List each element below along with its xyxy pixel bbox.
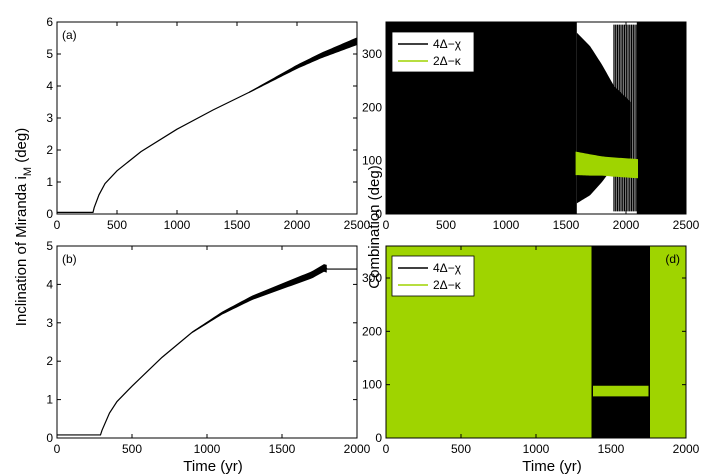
xtick-label-d-0: 0	[383, 442, 390, 456]
legend-label-d-0: 4Δ−χ	[433, 261, 462, 275]
inclination-line-a	[57, 40, 357, 213]
ytick-label-a-4: 4	[46, 79, 53, 93]
ytick-label-c-200: 200	[362, 100, 382, 114]
xtick-label-c-0: 0	[383, 218, 390, 232]
ytick-label-b-3: 3	[46, 316, 53, 330]
xtick-label-a-2500: 2500	[344, 218, 371, 232]
xtick-label-d-500: 500	[451, 442, 471, 456]
ytick-label-b-2: 2	[46, 354, 53, 368]
plot-area-b	[57, 264, 357, 436]
xtick-label-b-500: 500	[122, 442, 142, 456]
xlabel-left: Time (yr)	[183, 458, 242, 475]
green-libration-c-0	[575, 151, 638, 179]
ytick-label-a-0: 0	[46, 207, 53, 221]
xtick-label-b-1500: 1500	[269, 442, 296, 456]
panel-label-d: (d)	[665, 252, 680, 266]
inclination-band-a	[249, 37, 357, 94]
ytick-label-d-200: 200	[362, 324, 382, 338]
xtick-label-c-2500: 2500	[673, 218, 700, 232]
xtick-label-c-2000: 2000	[613, 218, 640, 232]
ytick-label-a-5: 5	[46, 47, 53, 61]
xtick-label-b-2000: 2000	[344, 442, 371, 456]
legend-c: 4Δ−χ 2Δ−κ	[391, 31, 475, 73]
panel-label-b: (b)	[62, 252, 77, 266]
ytick-label-b-0: 0	[46, 431, 53, 445]
xtick-label-a-500: 500	[107, 218, 127, 232]
ytick-label-d-100: 100	[362, 378, 382, 392]
black-circulation-c-1	[636, 22, 686, 214]
ytick-label-c-300: 300	[362, 47, 382, 61]
xlabel-right: Time (yr)	[522, 458, 581, 475]
xtick-label-c-500: 500	[436, 218, 456, 232]
inclination-line-b	[57, 266, 357, 436]
ytick-label-d-300: 300	[362, 271, 382, 285]
legend-d: 4Δ−χ 2Δ−κ	[391, 255, 475, 297]
panel-b: 0 500 1000 1500 2000 0 1 2 3 4 5 (b)	[46, 239, 370, 456]
ytick-label-a-1: 1	[46, 175, 53, 189]
xtick-label-d-2000: 2000	[673, 442, 700, 456]
xtick-label-a-1000: 1000	[164, 218, 191, 232]
panel-label-c: (c)	[666, 28, 680, 42]
ytick-label-a-6: 6	[46, 15, 53, 29]
ytick-label-b-4: 4	[46, 277, 53, 291]
plot-area-a	[57, 37, 357, 213]
legend-box-c	[391, 31, 475, 73]
panel-d: 4Δ−χ 2Δ−κ 0 500 1000 1500 2000 0 100 200 300 (d)	[362, 245, 700, 456]
legend-label-d-1: 2Δ−κ	[433, 278, 462, 292]
xtick-label-a-1500: 1500	[224, 218, 251, 232]
ylabel-inclination: Inclination of Miranda iM (deg)	[13, 128, 34, 326]
green-libration-d-0	[593, 385, 649, 397]
ytick-label-d-0: 0	[375, 431, 382, 445]
ytick-label-c-0: 0	[375, 207, 382, 221]
ytick-label-b-5: 5	[46, 239, 53, 253]
black-circulation-d-0	[591, 246, 650, 438]
xtick-label-c-1000: 1000	[493, 218, 520, 232]
xtick-label-a-0: 0	[54, 218, 61, 232]
ytick-label-c-100: 100	[362, 154, 382, 168]
ylabel-combination: Combination (deg)	[366, 165, 383, 288]
inclination-band-b	[192, 264, 327, 334]
legend-label-c-0: 4Δ−χ	[433, 37, 462, 51]
ytick-label-a-2: 2	[46, 143, 53, 157]
xtick-label-b-0: 0	[54, 442, 61, 456]
axes-box-c	[385, 21, 687, 215]
green-circulation-d-1	[648, 246, 686, 438]
panel-c: 4Δ−χ 2Δ−κ 0 500 1000 1500 2000 2500 0 100 200 300 (c…	[362, 21, 700, 232]
xtick-label-b-1000: 1000	[194, 442, 221, 456]
legend-box-d	[391, 255, 475, 297]
xtick-label-c-1500: 1500	[553, 218, 580, 232]
plot-area-c	[386, 22, 686, 214]
plot-area-d	[386, 246, 686, 438]
xtick-label-d-1500: 1500	[598, 442, 625, 456]
panel-a: 0 500 1000 1500 2000 2500 0 1 2 3 4 5 6 (a)	[46, 15, 370, 232]
panel-label-a: (a)	[62, 28, 77, 42]
xtick-label-a-2000: 2000	[284, 218, 311, 232]
legend-label-c-1: 2Δ−κ	[433, 54, 462, 68]
xtick-label-d-1000: 1000	[523, 442, 550, 456]
ytick-label-a-3: 3	[46, 111, 53, 125]
axes-box-a	[56, 21, 358, 215]
ytick-label-b-1: 1	[46, 393, 53, 407]
